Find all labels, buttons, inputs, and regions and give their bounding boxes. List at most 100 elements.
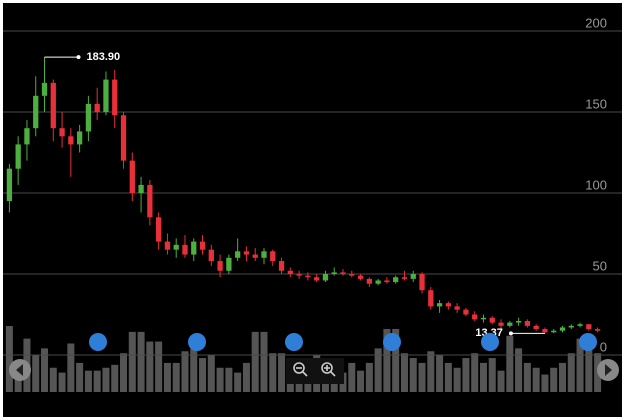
volume-bar — [207, 355, 215, 392]
event-icon[interactable] — [188, 333, 206, 351]
volume-bar — [374, 348, 382, 392]
volume-bar — [523, 362, 531, 392]
event-icon[interactable] — [89, 333, 107, 351]
candle-body — [261, 251, 267, 258]
volume-bar — [576, 338, 584, 392]
volume-bar — [49, 367, 57, 392]
volume-bar — [365, 362, 373, 392]
candle-body — [428, 290, 434, 307]
candle-body — [278, 261, 285, 271]
volume-bar — [137, 331, 145, 392]
volume-bar — [181, 351, 189, 392]
candles — [6, 57, 601, 334]
volume-bar — [418, 362, 426, 392]
volume-bar — [111, 364, 119, 392]
zoom-controls — [286, 358, 344, 384]
candle-body — [68, 136, 74, 145]
volume-bar — [225, 367, 233, 392]
volume-bar — [234, 372, 242, 392]
candle-body — [208, 249, 214, 262]
candle-body — [357, 275, 364, 279]
candle-body — [270, 251, 276, 262]
event-icon[interactable] — [285, 333, 303, 351]
volume-bar — [444, 362, 452, 392]
volume-bar — [102, 367, 110, 392]
volume-bar — [242, 362, 250, 392]
candle-body — [33, 95, 39, 129]
candle-body — [331, 272, 337, 274]
event-icon[interactable] — [579, 333, 597, 351]
volume-bar — [93, 370, 101, 392]
volume-bar — [163, 362, 171, 392]
candle-body — [472, 314, 478, 320]
event-icon[interactable] — [383, 333, 401, 351]
volume-bar — [32, 355, 40, 392]
candle-body — [349, 274, 355, 276]
zoom-out[interactable] — [293, 362, 308, 377]
candle-body — [568, 325, 574, 328]
volume-bar — [357, 370, 365, 392]
volume-bar — [199, 358, 207, 392]
candle-body — [314, 277, 320, 281]
candle-body — [243, 251, 250, 255]
volume-bar — [532, 367, 540, 392]
volume-bar — [278, 353, 286, 392]
y-tick-label: 100 — [585, 177, 607, 192]
candle-body — [498, 322, 504, 326]
volume-bar — [383, 328, 391, 392]
volume-bar — [128, 331, 136, 392]
event-icon[interactable] — [481, 333, 499, 351]
candle-body — [542, 329, 548, 333]
candle-body — [322, 274, 329, 281]
candle-body — [586, 324, 592, 330]
max-label: 183.90 — [87, 51, 121, 63]
candle-body — [15, 144, 21, 169]
candle-body — [138, 184, 144, 193]
volume-bar — [453, 367, 461, 392]
candle-body — [24, 128, 30, 145]
candle-body — [164, 241, 171, 250]
volume-bar — [479, 362, 487, 392]
volume-bar — [436, 355, 444, 392]
nav-left[interactable] — [9, 359, 31, 381]
candle-body — [6, 168, 13, 202]
candle-body — [156, 217, 162, 242]
candle-body — [401, 277, 408, 279]
volume-bar — [251, 331, 259, 392]
volume-bar — [409, 358, 417, 392]
candle-body — [594, 329, 601, 331]
volume-bar — [488, 358, 496, 392]
candle-body — [173, 244, 179, 250]
candle-body — [454, 306, 460, 310]
nav-right[interactable] — [597, 359, 619, 381]
candle-body — [217, 261, 223, 271]
candle-body — [76, 131, 83, 145]
volume-bar — [550, 367, 558, 392]
volume-bar — [585, 348, 593, 392]
candle-body — [129, 160, 135, 193]
volume-bar — [146, 341, 154, 392]
y-tick-label: 50 — [593, 258, 607, 273]
candle-body — [384, 280, 390, 283]
volume-bar — [260, 331, 268, 392]
candle-body — [533, 325, 539, 330]
candle-body — [445, 303, 451, 307]
volume-bar — [155, 341, 163, 392]
candle-body — [515, 320, 522, 323]
candle-body — [366, 278, 372, 284]
zoom-in[interactable] — [321, 362, 336, 377]
volume-bar — [84, 370, 92, 392]
volume-bar — [471, 353, 479, 392]
candle-body — [463, 309, 469, 315]
candle-body — [50, 82, 56, 129]
candle-body — [305, 275, 311, 278]
volume-bar — [400, 353, 408, 392]
volume-bar — [5, 326, 13, 392]
candle-body — [419, 274, 425, 291]
y-tick-label: 150 — [585, 96, 607, 111]
candle-body — [551, 330, 557, 333]
volume-bar — [427, 351, 435, 392]
y-tick-label: 0 — [600, 339, 607, 354]
candle-body — [226, 257, 232, 271]
